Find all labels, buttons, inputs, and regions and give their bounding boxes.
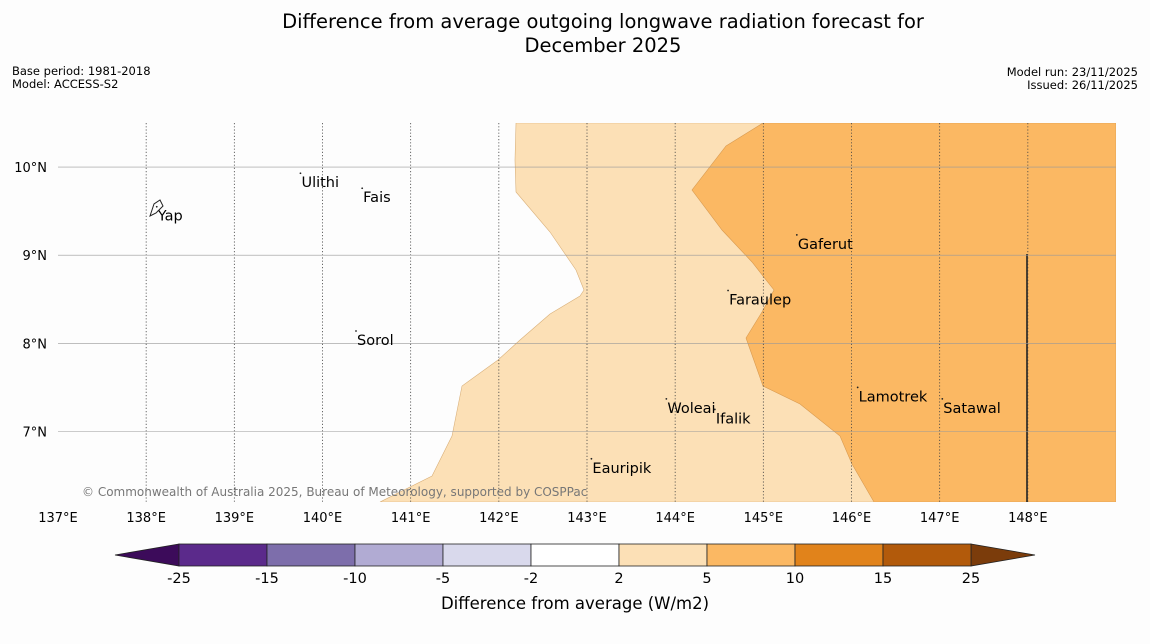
latitude-labels: 10°N 9°N 8°N 7°N	[14, 161, 47, 440]
place-markers: Ulithi Fais Yap Gaferut Faraulep Sorol Lamotre…	[155, 172, 1001, 477]
longitude-tick-label: 147°E	[920, 511, 960, 526]
place-marker-faraulep	[727, 289, 729, 292]
latitude-tick-label: 10°N	[14, 161, 47, 176]
colorbar-over-arrow	[970, 543, 1036, 567]
longitude-tick-label: 141°E	[391, 511, 431, 526]
place-label-fais: Fais	[363, 190, 390, 206]
place-marker-satawal	[941, 397, 944, 400]
model-run-text: Model run: 23/11/2025	[1006, 65, 1138, 79]
model-text: Model: ACCESS-S2	[12, 77, 119, 91]
colorbar-segment	[706, 543, 796, 567]
copyright-text: © Commonwealth of Australia 2025, Bureau…	[82, 485, 587, 499]
longitude-tick-label: 143°E	[567, 511, 607, 526]
colorbar: -25 -15 -10 -5 -2 2 5 10 15 25	[114, 543, 1036, 587]
longitude-labels: 137°E 138°E 139°E 140°E 141°E 142°E 143°E 144°E…	[38, 511, 1047, 526]
metadata-right: Model run: 23/11/2025 Issued: 26/11/2025	[1007, 66, 1138, 92]
issued-text: Issued: 26/11/2025	[1027, 78, 1138, 92]
place-label-yap: Yap	[157, 209, 183, 225]
colorbar-label: Difference from average (W/m2)	[440, 594, 710, 613]
place-label-ifalik: Ifalik	[716, 411, 751, 427]
colorbar-tick-label: -5	[436, 571, 450, 587]
place-label-satawal: Satawal	[943, 401, 1000, 417]
colorbar-tick-label: -10	[343, 571, 367, 587]
colorbar-segment	[882, 543, 972, 567]
colorbar-tick-label: 2	[614, 571, 623, 587]
longitude-tick-label: 146°E	[832, 511, 872, 526]
place-marker-yap	[155, 205, 158, 208]
place-label-sorol: Sorol	[357, 333, 394, 349]
metadata-left: Base period: 1981-2018 Model: ACCESS-S2	[12, 65, 151, 91]
latitude-tick-label: 7°N	[23, 425, 48, 440]
place-label-ulithi: Ulithi	[301, 175, 339, 191]
latitude-tick-label: 9°N	[23, 249, 48, 264]
colorbar-tick-label: -25	[167, 571, 191, 587]
colorbar-under-arrow	[114, 543, 180, 567]
base-period-text: Base period: 1981-2018	[12, 64, 151, 78]
map-area: Ulithi Fais Yap Gaferut Faraulep Sorol Lamotre…	[58, 123, 1116, 502]
longitude-tick-label: 138°E	[126, 511, 166, 526]
colorbar-tick-label: 25	[962, 571, 980, 587]
colorbar-segment	[178, 543, 268, 567]
colorbar-segment	[794, 543, 884, 567]
place-label-woleai: Woleai	[667, 401, 715, 417]
yap-island-outline	[149, 199, 164, 217]
place-marker-ulithi	[299, 172, 302, 175]
longitude-tick-label: 142°E	[479, 511, 519, 526]
place-marker-eauripik	[590, 457, 593, 460]
colorbar-segment	[266, 543, 356, 567]
place-marker-sorol	[355, 330, 357, 332]
longitude-tick-label: 148°E	[1008, 511, 1048, 526]
longitude-tick-label: 144°E	[655, 511, 695, 526]
colorbar-segment	[354, 543, 444, 567]
place-marker-ifalik	[713, 408, 716, 411]
colorbar-segment	[618, 543, 708, 567]
title-line-1: Difference from average outgoing longwav…	[282, 10, 924, 33]
colorbar-tick-label: -2	[524, 571, 538, 587]
place-marker-lamotrek	[856, 386, 859, 389]
colorbar-tick-label: -15	[255, 571, 279, 587]
place-marker-gaferut	[795, 234, 798, 236]
colorbar-tick-label: 15	[874, 571, 892, 587]
colorbar-tick-label: 5	[702, 571, 711, 587]
longitude-tick-label: 140°E	[303, 511, 343, 526]
colorbar-segment	[442, 543, 532, 567]
place-label-faraulep: Faraulep	[729, 292, 791, 308]
place-label-eauripik: Eauripik	[592, 461, 651, 477]
colorbar-segment	[530, 543, 620, 567]
longitude-tick-label: 137°E	[38, 511, 78, 526]
longitude-tick-label: 139°E	[215, 511, 255, 526]
place-marker-fais	[361, 187, 364, 190]
anomaly-region-5-to-10	[691, 123, 1116, 502]
place-label-lamotrek: Lamotrek	[859, 389, 928, 405]
latitude-tick-label: 8°N	[23, 337, 48, 352]
gridlines	[58, 123, 1116, 502]
longitude-tick-label: 145°E	[744, 511, 784, 526]
place-label-gaferut: Gaferut	[798, 237, 853, 253]
chart-title: Difference from average outgoing longwav…	[200, 10, 1006, 58]
place-marker-woleai	[665, 397, 668, 400]
colorbar-tick-label: 10	[786, 571, 804, 587]
title-line-2: December 2025	[524, 34, 682, 57]
